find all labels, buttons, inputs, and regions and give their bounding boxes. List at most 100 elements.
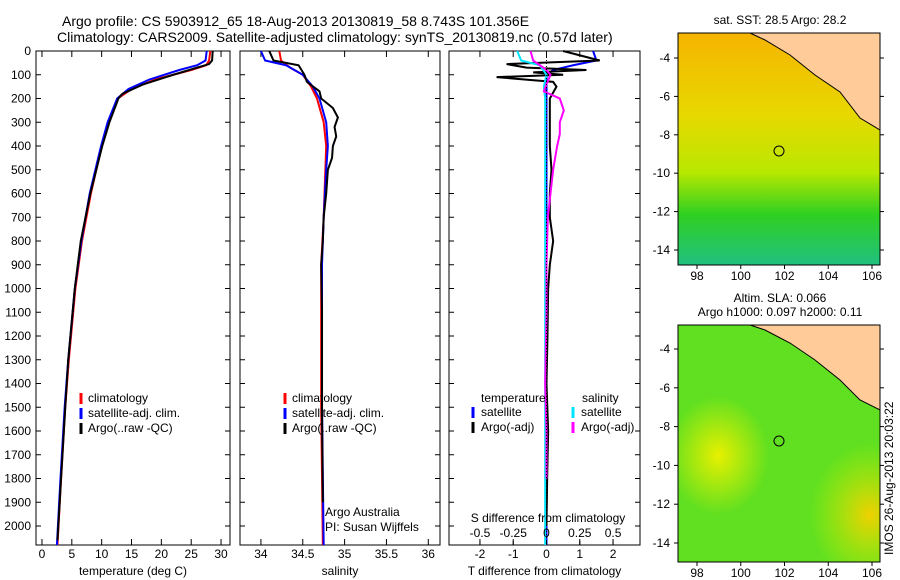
x-tick-label: 36 (422, 547, 436, 561)
y-tick-label: 400 (11, 139, 31, 153)
lat-tick-label: -14 (653, 243, 671, 257)
lon-tick-label: 100 (731, 566, 751, 580)
x-tick-label: 25 (185, 547, 199, 561)
lon-tick-label: 102 (774, 566, 794, 580)
series-line-satellite-adj-clim- (260, 50, 329, 546)
lat-tick-label: -4 (659, 342, 670, 356)
sla-map: Altim. SLA: 0.066 Argo h1000: 0.097 h200… (653, 291, 884, 580)
y-tick-label: 1500 (4, 400, 31, 414)
y-tick-label: 1000 (4, 282, 31, 296)
series-line-argo-raw-qc- (268, 50, 339, 503)
map-frame (677, 32, 881, 266)
lat-tick-label: -12 (653, 205, 671, 219)
plot-frame (239, 50, 441, 546)
sla-map-title-2: Argo h1000: 0.097 h2000: 0.11 (698, 305, 863, 319)
lon-tick-label: 102 (774, 269, 794, 283)
lon-tick-label: 100 (731, 269, 751, 283)
lon-tick-label: 106 (862, 269, 882, 283)
float-location-marker (773, 435, 785, 447)
x-tick-label: 5 (68, 547, 75, 561)
profile-panel-3: -2 -1 0 1 2 T difference from climatology temp… (448, 50, 641, 578)
y-tick-label: 1600 (4, 424, 31, 438)
lat-tick-label: -10 (653, 166, 671, 180)
series-line-s-satellite (516, 50, 548, 545)
y-tick-label: 300 (11, 115, 31, 129)
plot-frame (35, 50, 231, 546)
sla-map-title-1: Altim. SLA: 0.066 (734, 291, 827, 305)
y-tick-label: 2000 (4, 519, 31, 533)
sst-map-axes: 98 100 102 104 106 -4 -6 -8 -10 -12 -14 (653, 32, 884, 283)
lat-tick-label: -14 (653, 536, 671, 550)
series-line-climatology (278, 50, 328, 546)
legend-label: satellite-adj. clim. (292, 406, 384, 420)
sla-map-axes: 98 100 102 104 106 -4 -6 -8 -10 -12 -14 (653, 324, 884, 580)
legend-label: satellite (581, 405, 622, 419)
x-tick-label: 0 (39, 547, 46, 561)
profile-panel-1: 0 5 10 15 20 25 300100200300400500600700800900… (4, 44, 231, 578)
x-tick-label: 34 (254, 547, 268, 561)
annotation-text: Argo Australia (325, 505, 400, 519)
legend-label: Argo(-adj) (481, 420, 534, 434)
imos-credit: IMOS 26-Aug-2013 20:03:22 (882, 401, 896, 555)
x-tick-label: 30 (214, 547, 228, 561)
x-tick-label: -1 (508, 547, 519, 561)
lon-tick-label: 98 (690, 269, 704, 283)
series-line-t-satellite (545, 50, 598, 545)
title-line-2: Climatology: CARS2009. Satellite-adjuste… (57, 29, 613, 45)
x-tick-label: -2 (475, 547, 486, 561)
x-axis-label: T difference from climatology (468, 564, 622, 578)
x-tick-label: 34.5 (291, 547, 315, 561)
x2-tick-label: -0.5 (470, 526, 491, 540)
sst-map-title: sat. SST: 28.5 Argo: 28.2 (714, 13, 847, 27)
lon-tick-label: 104 (818, 269, 838, 283)
legend-title-temperature: temperature (481, 391, 546, 405)
y-tick-label: 1900 (4, 495, 31, 509)
series-line-satellite-adj-clim- (55, 50, 208, 546)
x-axis-label: salinity (322, 564, 359, 578)
x-axis-label: temperature (deg C) (79, 564, 187, 578)
y-tick-label: 1800 (4, 472, 31, 486)
y-tick-label: 700 (11, 210, 31, 224)
x2-tick-label: 0.5 (605, 526, 622, 540)
lon-tick-label: 98 (690, 566, 704, 580)
lat-tick-label: -12 (653, 497, 671, 511)
lat-tick-label: -4 (659, 51, 670, 65)
series-line-argo-raw-qc- (56, 50, 214, 541)
legend-label: Argo(-adj) (581, 420, 634, 434)
lon-tick-label: 106 (862, 566, 882, 580)
x-tick-label: 15 (125, 547, 139, 561)
y-tick-label: 1700 (4, 448, 31, 462)
lat-tick-label: -8 (659, 420, 670, 434)
title-line-1: Argo profile: CS 5903912_65 18-Aug-2013 … (62, 13, 529, 29)
lat-tick-label: -6 (659, 89, 670, 103)
float-location-marker (773, 145, 785, 157)
y-tick-label: 0 (24, 44, 31, 58)
y-tick-label: 100 (11, 68, 31, 82)
x-tick-label: 2 (610, 547, 617, 561)
y-tick-label: 500 (11, 163, 31, 177)
y-tick-label: 1100 (5, 305, 31, 319)
x-tick-label: 20 (155, 547, 169, 561)
x-tick-label: 10 (95, 547, 109, 561)
legend-label: climatology (292, 391, 352, 405)
profile-panel-2: 34 34.5 35 35.5 36 salinity climatologysatelli… (239, 50, 441, 578)
series-line-climatology (56, 50, 212, 546)
x2-tick-label: 0.25 (568, 526, 592, 540)
x2-axis-label: S difference from climatology (471, 511, 626, 525)
y-tick-label: 200 (11, 92, 31, 106)
sst-map: sat. SST: 28.5 Argo: 28.2 98 100 102 104 106… (653, 13, 884, 283)
y-tick-label: 1400 (4, 377, 31, 391)
x-tick-label: 35.5 (375, 547, 399, 561)
series-line-t-argo-adj- (496, 50, 600, 527)
x2-tick-label: 0 (543, 526, 550, 540)
legend-title-salinity: salinity (582, 391, 619, 405)
legend-label: climatology (88, 391, 148, 405)
y-tick-label: 600 (11, 187, 31, 201)
lon-tick-label: 104 (818, 566, 838, 580)
legend-label: satellite (481, 405, 522, 419)
x-tick-label: 0 (543, 547, 550, 561)
lat-tick-label: -8 (659, 128, 670, 142)
profile-panels: 0 5 10 15 20 25 300100200300400500600700800900… (4, 44, 641, 578)
